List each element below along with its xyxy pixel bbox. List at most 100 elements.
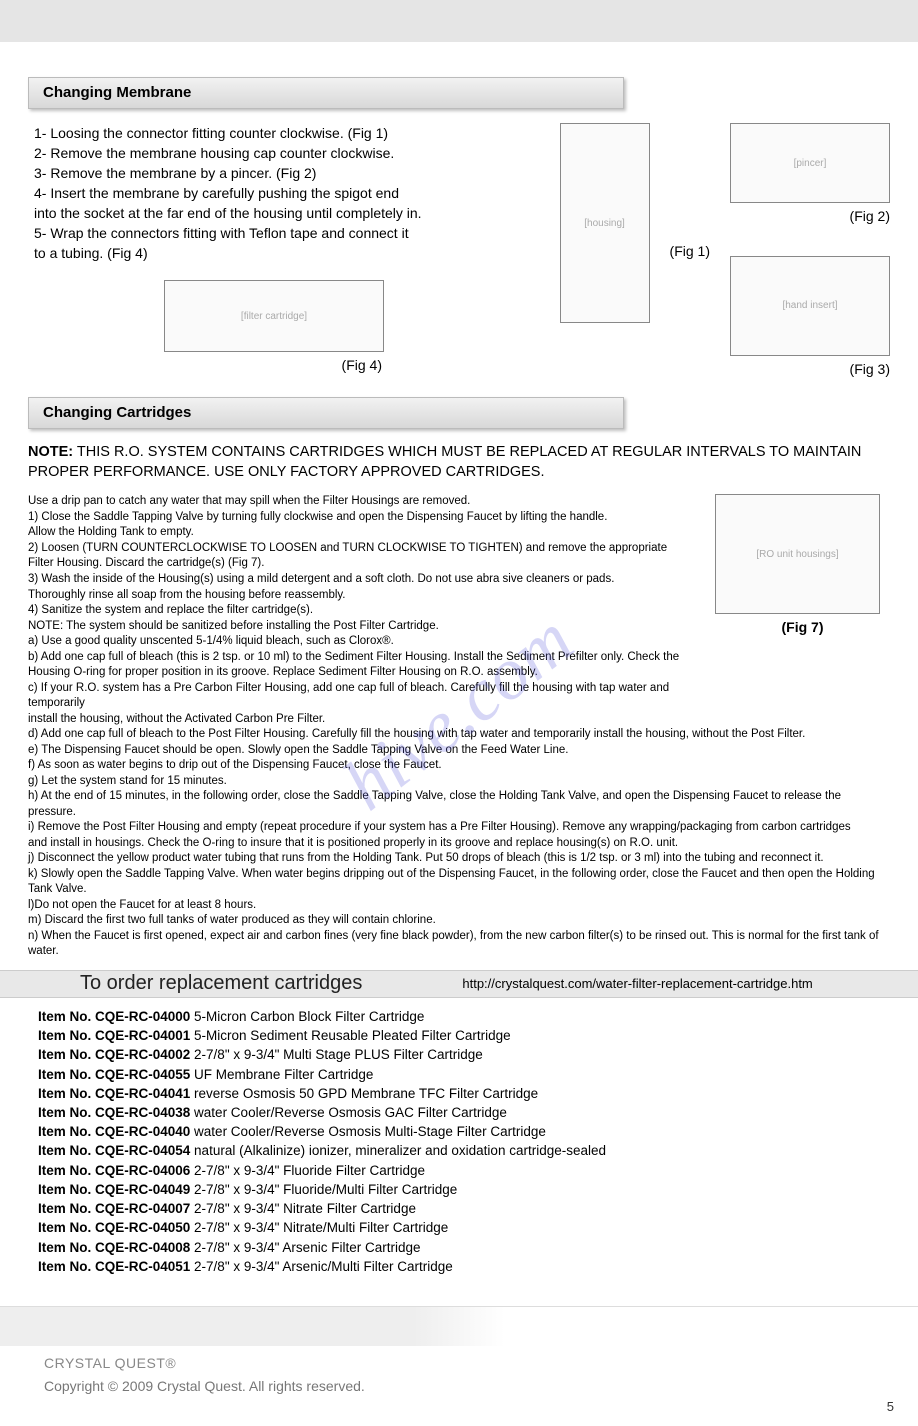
replacement-item: Item No. CQE-RC-04049 2-7/8" x 9-3/4" Fl… [38, 1181, 890, 1199]
replacement-item: Item No. CQE-RC-04040 water Cooler/Rever… [38, 1123, 890, 1141]
item-description: UF Membrane Filter Cartridge [190, 1067, 373, 1082]
replacement-item: Item No. CQE-RC-04008 2-7/8" x 9-3/4" Ar… [38, 1239, 890, 1257]
membrane-step: 3- Remove the membrane by a pincer. (Fig… [34, 164, 560, 183]
footer-brand: CRYSTAL QUEST® [44, 1354, 890, 1373]
cartridge-note: NOTE: THIS R.O. SYSTEM CONTAINS CARTRIDG… [28, 443, 890, 482]
cartridge-line: d) Add one cap full of bleach to the Pos… [28, 727, 890, 743]
cartridge-line: 1) Close the Saddle Tapping Valve by tur… [28, 510, 699, 526]
replacement-item: Item No. CQE-RC-04006 2-7/8" x 9-3/4" Fl… [38, 1162, 890, 1180]
heading-changing-membrane: Changing Membrane [28, 77, 624, 109]
cartridge-line: e) The Dispensing Faucet should be open.… [28, 743, 890, 759]
cartridge-line: Thoroughly rinse all soap from the housi… [28, 588, 699, 604]
item-description: 2-7/8" x 9-3/4" Arsenic/Multi Filter Car… [190, 1259, 452, 1274]
item-number: Item No. CQE-RC-04050 [38, 1220, 190, 1235]
item-description: 5-Micron Carbon Block Filter Cartridge [190, 1009, 424, 1024]
replacement-item: Item No. CQE-RC-04002 2-7/8" x 9-3/4" Mu… [38, 1046, 890, 1064]
cartridge-line: b) Add one cap full of bleach (this is 2… [28, 650, 699, 666]
membrane-step: 4- Insert the membrane by carefully push… [34, 184, 560, 203]
item-description: 2-7/8" x 9-3/4" Multi Stage PLUS Filter … [190, 1047, 482, 1062]
figure-7-label: (Fig 7) [715, 618, 890, 637]
cartridge-line: Use a drip pan to catch any water that m… [28, 494, 699, 510]
replacement-item: Item No. CQE-RC-04041 reverse Osmosis 50… [38, 1085, 890, 1103]
replacement-item: Item No. CQE-RC-04050 2-7/8" x 9-3/4" Ni… [38, 1219, 890, 1237]
item-description: 2-7/8" x 9-3/4" Fluoride Filter Cartridg… [190, 1163, 425, 1178]
item-number: Item No. CQE-RC-04001 [38, 1028, 190, 1043]
item-description: 2-7/8" x 9-3/4" Fluoride/Multi Filter Ca… [190, 1182, 457, 1197]
cartridge-line: h) At the end of 15 minutes, in the foll… [28, 789, 890, 820]
item-number: Item No. CQE-RC-04000 [38, 1009, 190, 1024]
figure-1-label: (Fig 1) [670, 243, 710, 259]
note-label: NOTE: [28, 444, 73, 460]
membrane-steps: 1- Loosing the connector fitting counter… [28, 123, 560, 379]
note-text: THIS R.O. SYSTEM CONTAINS CARTRIDGES WHI… [28, 444, 861, 480]
cartridge-line: j) Disconnect the yellow product water t… [28, 851, 890, 867]
cartridge-line: a) Use a good quality unscented 5-1/4% l… [28, 634, 699, 650]
item-number: Item No. CQE-RC-04040 [38, 1124, 190, 1139]
replacement-item: Item No. CQE-RC-04051 2-7/8" x 9-3/4" Ar… [38, 1258, 890, 1276]
top-bar [0, 0, 918, 42]
cartridge-instructions-full: d) Add one cap full of bleach to the Pos… [28, 727, 890, 960]
item-number: Item No. CQE-RC-04041 [38, 1086, 190, 1101]
cartridge-line: c) If your R.O. system has a Pre Carbon … [28, 681, 699, 712]
heading-changing-cartridges: Changing Cartridges [28, 397, 624, 429]
item-number: Item No. CQE-RC-04051 [38, 1259, 190, 1274]
figure-4-label: (Fig 4) [164, 356, 560, 375]
cartridge-line: and install in housings. Check the O-rin… [28, 836, 890, 852]
cartridge-line: NOTE: The system should be sanitized bef… [28, 619, 699, 635]
replacement-item: Item No. CQE-RC-04054 natural (Alkaliniz… [38, 1142, 890, 1160]
footer-wave [0, 1306, 918, 1346]
figure-4-image: [filter cartridge] [164, 280, 384, 352]
item-description: natural (Alkalinize) ionizer, mineralize… [190, 1143, 606, 1158]
item-number: Item No. CQE-RC-04008 [38, 1240, 190, 1255]
item-description: water Cooler/Reverse Osmosis GAC Filter … [190, 1105, 507, 1120]
item-description: 2-7/8" x 9-3/4" Nitrate/Multi Filter Car… [190, 1220, 448, 1235]
item-number: Item No. CQE-RC-04038 [38, 1105, 190, 1120]
item-number: Item No. CQE-RC-04049 [38, 1182, 190, 1197]
item-description: water Cooler/Reverse Osmosis Multi-Stage… [190, 1124, 546, 1139]
replacement-item: Item No. CQE-RC-04001 5-Micron Sediment … [38, 1027, 890, 1045]
replacement-item: Item No. CQE-RC-04007 2-7/8" x 9-3/4" Ni… [38, 1200, 890, 1218]
item-description: 2-7/8" x 9-3/4" Arsenic Filter Cartridge [190, 1240, 420, 1255]
item-number: Item No. CQE-RC-04054 [38, 1143, 190, 1158]
item-number: Item No. CQE-RC-04002 [38, 1047, 190, 1062]
cartridge-line: k) Slowly open the Saddle Tapping Valve.… [28, 867, 890, 898]
cartridge-line: f) As soon as water begins to drip out o… [28, 758, 890, 774]
replacement-items-list: Item No. CQE-RC-04000 5-Micron Carbon Bl… [28, 1008, 890, 1276]
item-description: 2-7/8" x 9-3/4" Nitrate Filter Cartridge [190, 1201, 416, 1216]
cartridge-line: g) Let the system stand for 15 minutes. [28, 774, 890, 790]
cartridge-instructions-col: Use a drip pan to catch any water that m… [28, 494, 699, 727]
replacement-item: Item No. CQE-RC-04000 5-Micron Carbon Bl… [38, 1008, 890, 1026]
item-description: reverse Osmosis 50 GPD Membrane TFC Filt… [190, 1086, 538, 1101]
order-title: To order replacement cartridges [0, 970, 422, 997]
figure-2-label: (Fig 2) [730, 207, 890, 226]
membrane-step: 1- Loosing the connector fitting counter… [34, 124, 560, 143]
cartridge-line: m) Discard the first two full tanks of w… [28, 913, 890, 929]
figure-1-image: [housing] [560, 123, 650, 323]
cartridge-line: install the housing, without the Activat… [28, 712, 699, 728]
cartridge-line: Housing O-ring for proper position in it… [28, 665, 699, 681]
membrane-step: into the socket at the far end of the ho… [34, 204, 560, 223]
cartridge-line: n) When the Faucet is first opened, expe… [28, 929, 890, 960]
item-number: Item No. CQE-RC-04055 [38, 1067, 190, 1082]
cartridge-line: 2) Loosen (TURN COUNTERCLOCKWISE TO LOOS… [28, 541, 699, 557]
item-description: 5-Micron Sediment Reusable Pleated Filte… [190, 1028, 510, 1043]
figure-2-image: [pincer] [730, 123, 890, 203]
figure-3-image: [hand insert] [730, 256, 890, 356]
cartridge-line: l)Do not open the Faucet for at least 8 … [28, 898, 890, 914]
replacement-item: Item No. CQE-RC-04038 water Cooler/Rever… [38, 1104, 890, 1122]
item-number: Item No. CQE-RC-04007 [38, 1201, 190, 1216]
cartridge-line: 4) Sanitize the system and replace the f… [28, 603, 699, 619]
membrane-step: to a tubing. (Fig 4) [34, 244, 560, 263]
cartridge-line: Filter Housing. Discard the cartridge(s)… [28, 556, 699, 572]
cartridge-line: i) Remove the Post Filter Housing and em… [28, 820, 890, 836]
item-number: Item No. CQE-RC-04006 [38, 1163, 190, 1178]
cartridge-line: 3) Wash the inside of the Housing(s) usi… [28, 572, 699, 588]
order-url[interactable]: http://crystalquest.com/water-filter-rep… [422, 975, 812, 993]
figure-3-label: (Fig 3) [730, 360, 890, 379]
footer-copyright: Copyright © 2009 Crystal Quest. All righ… [44, 1377, 890, 1396]
membrane-step: 5- Wrap the connectors fitting with Tefl… [34, 224, 560, 243]
order-bar: To order replacement cartridges http://c… [0, 970, 918, 998]
cartridge-line: Allow the Holding Tank to empty. [28, 525, 699, 541]
page-number: 5 [887, 1398, 894, 1416]
figure-7-image: [RO unit housings] [715, 494, 880, 614]
